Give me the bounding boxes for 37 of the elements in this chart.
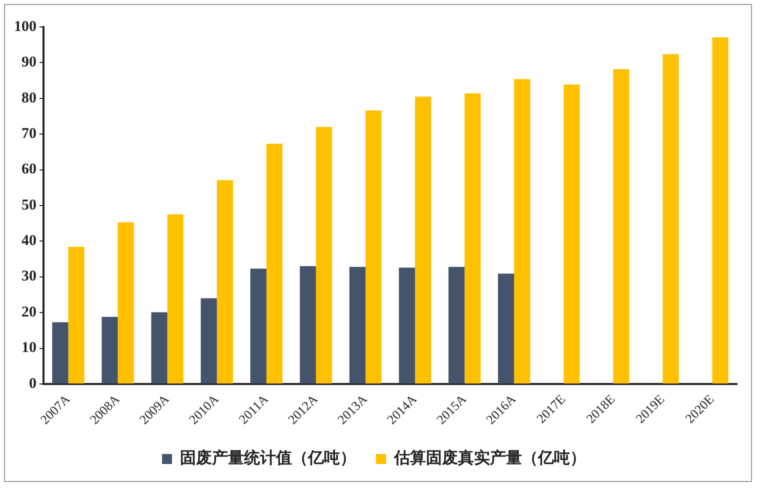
bar [316, 126, 332, 384]
legend-label: 固废产量统计值（亿吨） [180, 449, 356, 468]
bar [464, 93, 481, 384]
y-tick-label: 20 [22, 304, 36, 320]
bar [266, 144, 283, 384]
y-tick-label: 40 [22, 233, 36, 250]
bar [151, 312, 168, 384]
y-tick-label: 50 [22, 197, 36, 214]
y-tick-label: 100 [14, 18, 36, 35]
y-tick-label: 0 [29, 376, 36, 392]
bar [349, 266, 366, 384]
bar [398, 268, 416, 384]
legend-label: 估算固废真实产量（亿吨） [393, 449, 586, 468]
bar [68, 246, 84, 384]
bar [300, 266, 316, 384]
bar [250, 268, 266, 384]
bar [118, 222, 134, 384]
y-tick-label: 10 [22, 340, 36, 356]
bar [514, 79, 530, 384]
bar [216, 180, 233, 384]
bar [498, 274, 514, 384]
bar [167, 214, 184, 384]
y-tick-label: 90 [22, 54, 36, 71]
bar [415, 96, 432, 384]
bar [365, 110, 382, 384]
bar [200, 298, 217, 384]
bar [712, 37, 728, 384]
y-tick-label: 80 [22, 90, 36, 106]
bar [52, 322, 68, 384]
y-tick-label: 30 [22, 268, 36, 285]
bar [564, 84, 580, 384]
bar [102, 316, 118, 384]
bar [613, 69, 630, 384]
bar [662, 54, 679, 384]
y-tick-label: 60 [22, 162, 36, 178]
y-tick-label: 70 [22, 126, 36, 142]
bar [448, 266, 465, 384]
